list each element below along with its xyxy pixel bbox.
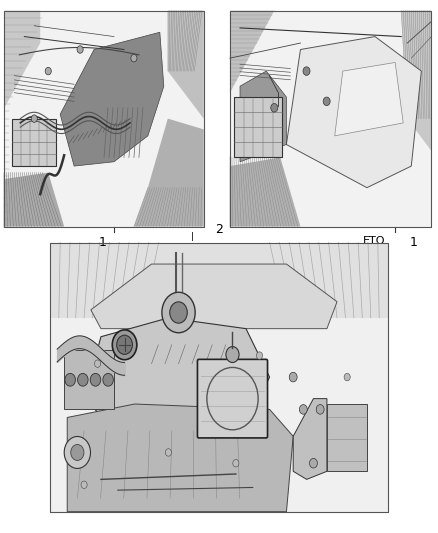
Bar xyxy=(230,11,431,227)
Text: 3: 3 xyxy=(265,123,273,136)
Circle shape xyxy=(81,481,87,488)
Polygon shape xyxy=(91,264,337,329)
Circle shape xyxy=(162,292,195,333)
Circle shape xyxy=(78,374,88,386)
Text: 2: 2 xyxy=(215,223,223,236)
Polygon shape xyxy=(134,119,204,227)
Polygon shape xyxy=(286,37,421,188)
FancyBboxPatch shape xyxy=(198,359,268,438)
Circle shape xyxy=(344,373,350,381)
Polygon shape xyxy=(168,11,204,119)
Circle shape xyxy=(77,46,83,53)
Polygon shape xyxy=(60,32,164,166)
Circle shape xyxy=(64,437,91,469)
Polygon shape xyxy=(4,11,40,108)
Circle shape xyxy=(289,372,297,382)
Circle shape xyxy=(170,302,187,323)
Circle shape xyxy=(103,374,113,386)
Circle shape xyxy=(131,54,137,62)
Polygon shape xyxy=(335,62,403,136)
Circle shape xyxy=(65,374,75,386)
Bar xyxy=(4,11,204,227)
Bar xyxy=(12,118,56,166)
Circle shape xyxy=(31,115,37,123)
Bar xyxy=(50,243,388,512)
Polygon shape xyxy=(230,11,274,93)
Circle shape xyxy=(233,459,239,467)
Circle shape xyxy=(226,346,239,362)
Bar xyxy=(50,243,388,318)
Polygon shape xyxy=(230,157,300,227)
Circle shape xyxy=(303,67,310,75)
Bar xyxy=(64,350,114,409)
Circle shape xyxy=(112,330,137,360)
Circle shape xyxy=(45,67,51,75)
Text: 1: 1 xyxy=(99,236,107,248)
Polygon shape xyxy=(293,399,327,479)
Circle shape xyxy=(71,445,84,461)
Text: ETO: ETO xyxy=(363,236,386,246)
Circle shape xyxy=(256,352,262,359)
Polygon shape xyxy=(240,71,286,162)
Polygon shape xyxy=(4,173,64,227)
Circle shape xyxy=(299,405,307,414)
Polygon shape xyxy=(67,404,293,512)
Polygon shape xyxy=(401,11,431,151)
Bar xyxy=(4,11,204,227)
Circle shape xyxy=(310,458,318,468)
Circle shape xyxy=(323,97,330,106)
Polygon shape xyxy=(84,318,269,437)
Bar xyxy=(327,404,367,471)
Circle shape xyxy=(271,103,278,112)
Text: 1: 1 xyxy=(410,236,418,248)
Bar xyxy=(230,11,431,227)
Circle shape xyxy=(95,360,101,367)
Circle shape xyxy=(165,449,171,456)
Circle shape xyxy=(316,405,324,414)
Bar xyxy=(50,243,388,512)
Bar xyxy=(234,97,283,157)
Circle shape xyxy=(117,335,132,354)
Circle shape xyxy=(90,374,101,386)
